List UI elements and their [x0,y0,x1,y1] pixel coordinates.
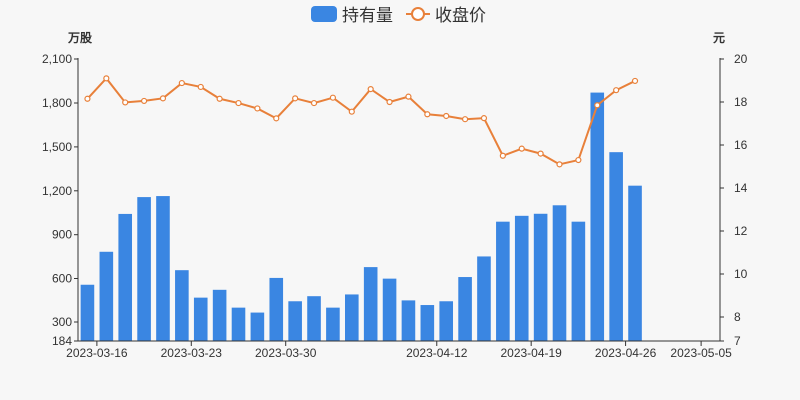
line-circle-icon[interactable] [406,7,430,21]
holdings-bar[interactable] [307,296,321,341]
close-price-point[interactable] [84,95,91,102]
x-axis-tick-label: 2023-05-05 [670,346,732,360]
close-price-line [86,76,636,166]
close-price-point[interactable] [575,156,582,164]
holdings-bar[interactable] [401,300,416,341]
close-price-point[interactable] [254,105,261,112]
holdings-bar[interactable] [552,205,567,341]
close-price-point[interactable] [235,99,242,107]
holdings-bar[interactable] [269,277,284,341]
close-price-point[interactable] [461,116,469,123]
right-axis-tick-label: 18 [734,95,748,109]
line-series-close-price [84,75,639,168]
holdings-bar[interactable] [288,301,302,341]
close-price-point[interactable] [292,95,299,102]
holdings-bar[interactable] [363,267,378,341]
left-axis-tick-label: 300 [52,315,72,329]
left-axis: 184 300 600 900 1,200 1,500 1,800 2,100 [42,52,78,348]
holdings-bar[interactable] [458,277,472,341]
x-axis-tick-label: 2023-03-30 [255,346,317,360]
holdings-bar[interactable] [118,213,133,341]
holdings-bar[interactable] [156,196,170,341]
close-price-point[interactable] [424,111,431,118]
close-price-point[interactable] [140,97,148,105]
holdings-bar[interactable] [137,197,151,341]
close-price-point[interactable] [556,161,563,168]
x-axis-tick-label: 2023-04-19 [500,346,562,360]
left-axis-tick-label: 184 [52,334,72,348]
right-axis-tick-label: 16 [734,138,748,152]
close-price-point[interactable] [499,152,506,159]
close-price-point[interactable] [518,145,525,152]
close-price-point[interactable] [537,150,544,157]
x-axis-tick-label: 2023-03-23 [161,346,223,360]
left-axis-tick-label: 900 [52,228,72,242]
holdings-bar[interactable] [439,301,454,341]
right-axis-tick-label: 20 [734,52,748,66]
left-axis-unit: 万股 [67,30,93,45]
close-price-point[interactable] [405,93,412,100]
holdings-bar[interactable] [571,221,586,341]
holdings-bar[interactable] [609,152,623,341]
close-price-point[interactable] [273,115,280,122]
bar-swatch-icon[interactable] [311,6,337,22]
holdings-bar[interactable] [496,221,510,341]
right-axis-unit: 元 [713,31,725,45]
holdings-bar[interactable] [250,312,265,341]
holdings-bar[interactable] [345,294,359,341]
holdings-bar[interactable] [326,307,340,341]
right-axis-tick-label: 12 [734,224,748,238]
x-axis-tick-label: 2023-03-16 [66,346,128,360]
legend-label-close-price[interactable]: 收盘价 [435,6,486,25]
holdings-bar[interactable] [477,256,491,341]
close-price-point[interactable] [367,85,374,93]
right-axis-tick-label: 8 [734,310,741,324]
holdings-bar[interactable] [628,185,642,341]
x-axis-tick-label: 2023-04-26 [595,346,657,360]
holdings-bar[interactable] [80,284,95,341]
close-price-point[interactable] [613,87,620,94]
left-axis-tick-label: 1,200 [42,184,72,198]
close-price-point[interactable] [594,102,601,109]
x-axis: 2023-03-16 2023-03-23 2023-03-30 2023-04-12… [66,341,732,360]
right-axis-tick-label: 10 [734,267,748,281]
x-axis-tick-label: 2023-04-12 [406,346,468,360]
holdings-bar[interactable] [99,251,114,341]
left-axis-tick-label: 1,500 [42,140,72,154]
close-price-point[interactable] [480,115,488,122]
close-price-point[interactable] [159,95,167,102]
legend[interactable]: 持有量 收盘价 [311,6,486,25]
left-axis-tick-label: 1,800 [42,96,72,110]
holdings-bar[interactable] [420,305,435,341]
right-axis-tick-label: 7 [734,334,741,348]
holdings-bar[interactable] [193,297,208,341]
holdings-bar[interactable] [514,215,529,341]
close-price-point[interactable] [122,99,129,106]
holdings-bar[interactable] [590,92,605,341]
close-price-point[interactable] [197,83,204,91]
close-price-point[interactable] [329,94,337,101]
close-price-point[interactable] [386,98,393,106]
close-price-point[interactable] [631,77,639,85]
close-price-point[interactable] [348,108,355,115]
left-axis-tick-label: 2,100 [42,52,72,66]
close-price-point[interactable] [310,99,318,107]
right-axis: 7 8 10 12 14 16 18 20 [720,52,748,348]
bar-series-holdings [80,92,642,341]
holdings-bar[interactable] [533,213,548,341]
close-price-point[interactable] [103,75,110,82]
holdings-bar[interactable] [212,289,227,341]
close-price-point[interactable] [443,112,450,120]
holdings-bar[interactable] [231,307,246,341]
close-price-point[interactable] [216,95,223,102]
holdings-bar[interactable] [175,270,189,341]
holdings-bar[interactable] [382,278,397,341]
legend-label-holdings[interactable]: 持有量 [342,6,393,25]
left-axis-tick-label: 600 [52,272,72,286]
close-price-point[interactable] [178,79,185,87]
right-axis-tick-label: 14 [734,181,748,195]
